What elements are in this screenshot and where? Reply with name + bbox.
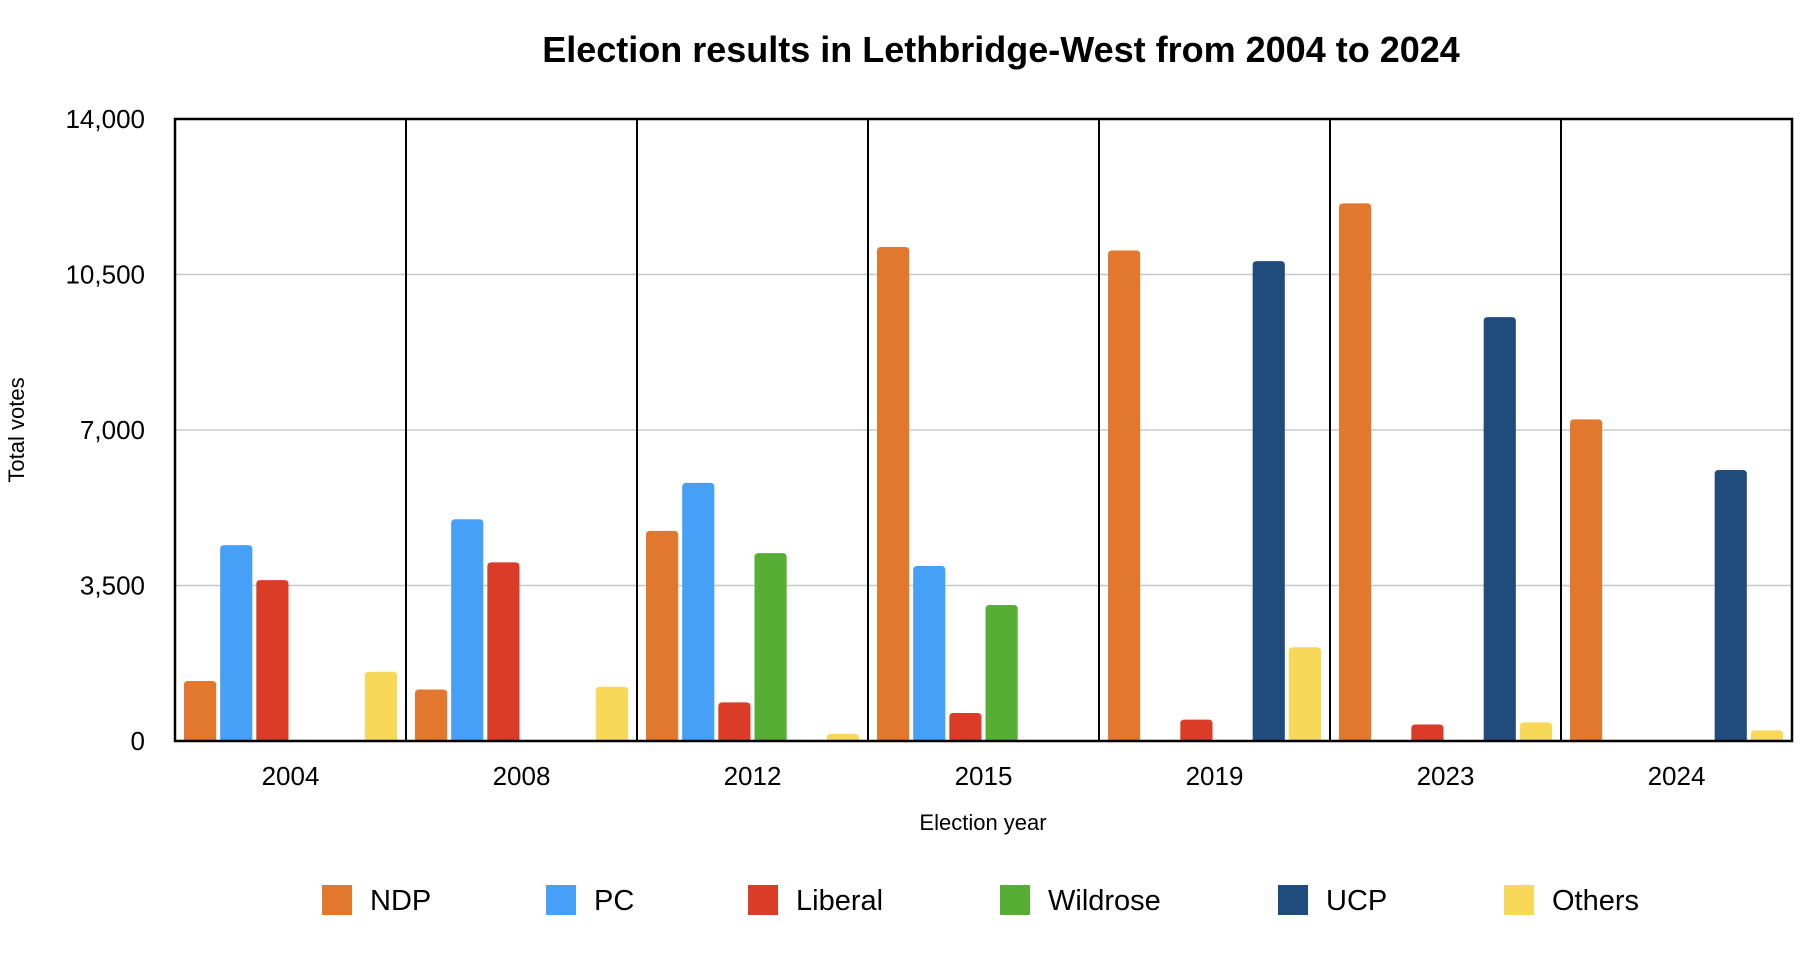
bar-ndp-2012: [646, 530, 679, 741]
legend-swatch-liberal: [748, 885, 778, 915]
bar-others-2008: [595, 686, 628, 741]
legend-label-liberal: Liberal: [796, 885, 883, 917]
x-tick-label: 2015: [955, 761, 1013, 791]
bar-liberal-2004: [256, 580, 289, 741]
legend-swatch-pc: [546, 885, 576, 915]
x-tick-label: 2004: [262, 761, 320, 791]
bar-pc-2004: [220, 545, 253, 741]
legend-label-wildrose: Wildrose: [1048, 885, 1161, 917]
bar-others-2023: [1519, 722, 1552, 741]
legend-swatch-ndp: [322, 885, 352, 915]
bar-liberal-2012: [718, 702, 751, 741]
y-tick-label: 14,000: [65, 104, 145, 134]
x-tick-labels: 2004 2008 2012 2015 2019 2023 2024: [262, 761, 1706, 791]
legend-label-pc: PC: [594, 885, 634, 917]
bar-pc-2015: [913, 565, 946, 741]
bars: [184, 203, 1783, 741]
x-tick-label: 2012: [724, 761, 782, 791]
bar-ndp-2004: [184, 681, 217, 741]
legend-label-ndp: NDP: [370, 885, 431, 917]
y-axis-label: Total votes: [4, 377, 29, 482]
bar-wildrose-2012: [754, 553, 787, 741]
legend-swatch-others: [1504, 885, 1534, 915]
bar-wildrose-2015: [985, 605, 1018, 741]
bar-liberal-2015: [949, 713, 982, 741]
legend-swatch-wildrose: [1000, 885, 1030, 915]
bar-ndp-2024: [1570, 419, 1603, 741]
bar-ndp-2023: [1339, 203, 1372, 741]
bar-pc-2012: [682, 482, 715, 741]
legend-label-others: Others: [1552, 885, 1639, 917]
bar-others-2024: [1750, 730, 1783, 741]
x-tick-label: 2008: [493, 761, 551, 791]
gridlines: [175, 273, 1792, 587]
legend-swatch-ucp: [1278, 885, 1308, 915]
bar-ucp-2023: [1483, 317, 1516, 741]
plot-frame: [173, 117, 1794, 743]
bar-ucp-2024: [1714, 469, 1747, 741]
legend: NDP PC Liberal Wildrose UCP Others: [322, 885, 1639, 917]
y-tick-label: 10,500: [65, 260, 145, 290]
plot-border: [173, 117, 1794, 743]
bar-others-2012: [826, 733, 859, 741]
bar-pc-2008: [451, 519, 484, 741]
legend-label-ucp: UCP: [1326, 885, 1387, 917]
x-tick-label: 2024: [1648, 761, 1706, 791]
bar-liberal-2023: [1411, 724, 1444, 741]
y-tick-labels: 0 3,500 7,000 10,500 14,000: [65, 104, 145, 756]
x-tick-label: 2019: [1186, 761, 1244, 791]
bar-ndp-2019: [1108, 250, 1141, 741]
bar-others-2004: [364, 671, 397, 741]
y-tick-label: 3,500: [80, 571, 145, 601]
bar-ucp-2019: [1252, 261, 1285, 741]
y-tick-label: 7,000: [80, 415, 145, 445]
bar-liberal-2008: [487, 562, 520, 741]
chart-title: Election results in Lethbridge-West from…: [542, 29, 1460, 70]
bar-others-2019: [1288, 647, 1321, 741]
bar-ndp-2015: [877, 246, 910, 741]
bar-ndp-2008: [415, 689, 448, 741]
bar-liberal-2019: [1180, 719, 1213, 741]
x-axis-label: Election year: [919, 810, 1046, 835]
x-tick-label: 2023: [1417, 761, 1475, 791]
y-tick-label: 0: [131, 726, 145, 756]
